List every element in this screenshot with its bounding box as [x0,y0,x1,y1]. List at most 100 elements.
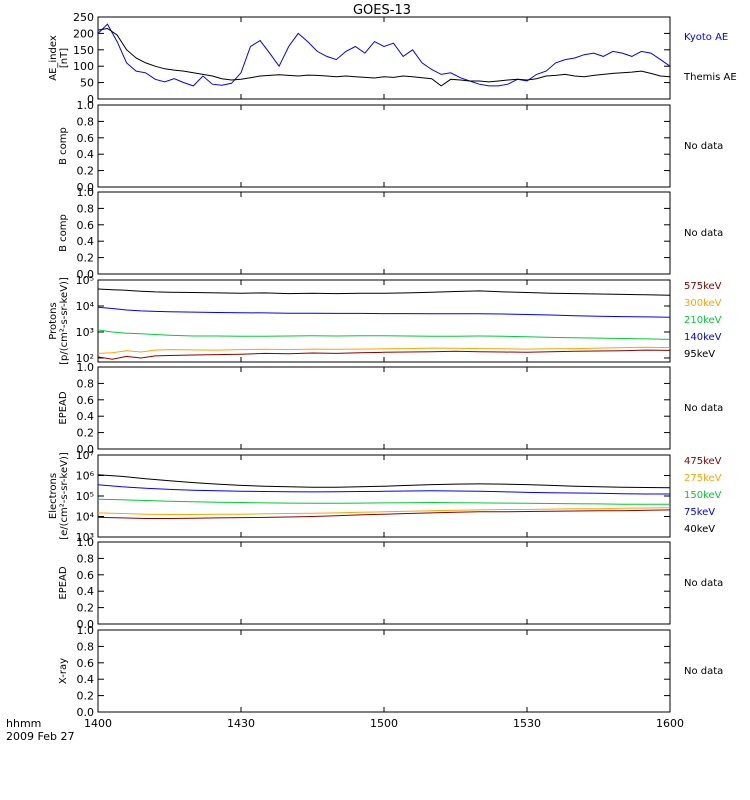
y-tick-label: 0.8 [77,115,95,128]
y-axis-label: Protons [48,302,59,339]
series-line-kyoto-ae [97,23,671,87]
legend-475kev: 475keV [684,456,722,467]
x-tick-label: 1600 [656,717,684,730]
y-tick-label: 0.0 [77,181,95,194]
y-tick-label: 0.2 [77,165,95,178]
y-tick-label: 150 [73,44,94,57]
legend-75kev: 75keV [684,507,715,518]
y-tick-label: 10⁷ [76,449,94,462]
y-tick-label: 0.2 [77,690,95,703]
y-tick-label: 200 [73,27,94,40]
y-tick-label: 1.0 [77,624,95,637]
series-line-300kev [97,346,671,354]
series-line-themis-ae [97,27,671,87]
y-tick-label: 0.6 [77,394,95,407]
y-tick-label: 0.2 [77,427,95,440]
panel-stack: 0 50 100 150 200 250 AE_index [nT] Kyoto AE Themi… [48,11,737,730]
y-axis-label: X-ray [58,658,69,684]
y-axis-label: EPEAD [58,566,69,600]
panel-2: 0.0 0.2 0.4 0.6 0.8 1.0 B comp No data [58,99,723,194]
x-tick-label: 1500 [370,717,398,730]
series-line-275kev [97,507,671,515]
panel-6: 10³ 10⁴ 10⁵ 10⁶ 10⁷ Electrons [e/(cm²-s-sr-keV… [48,449,722,544]
panel-frame [97,629,671,713]
series-line-575kev [97,349,671,360]
y-tick-label: 1.0 [77,361,95,374]
y-tick-label: 0.6 [77,569,95,582]
y-axis-label: AE_index [48,35,59,81]
y-tick-label: 0.4 [77,673,95,686]
y-tick-label: 0.0 [77,706,95,719]
y-tick-label: 0.6 [77,657,95,670]
y-tick-label: 50 [80,77,94,90]
x-tick-label: 1400 [84,717,112,730]
y-tick-label: 0.8 [77,377,95,390]
x-tick-label: 1430 [227,717,255,730]
panel-1: 0 50 100 150 200 250 AE_index [nT] Kyoto AE Themi… [48,11,737,106]
panel-5: 0.0 0.2 0.4 0.6 0.8 1.0 EPEAD No data [58,361,723,456]
y-tick-label: 0.2 [77,602,95,615]
legend-95kev: 95keV [684,349,715,360]
panel-frame [97,104,671,188]
panel-7: 0.0 0.2 0.4 0.6 0.8 1.0 EPEAD No data [58,536,723,631]
series-line-75kev [97,484,670,495]
y-axis-label: EPEAD [58,391,69,425]
y-tick-label: 0.0 [77,268,95,281]
y-tick-label: 1.0 [77,186,95,199]
y-tick-label: 0.8 [77,202,95,215]
series-line-95kev [97,288,671,296]
time-axis-label: hhmm [6,717,41,730]
y-tick-label: 0.4 [77,148,95,161]
y-axis-label: B comp [58,127,69,165]
legend-140kev: 140keV [684,332,722,343]
legend-themis-ae: Themis AE [683,72,737,83]
y-tick-label: 0.8 [77,640,95,653]
y-tick-label: 0.6 [77,132,95,145]
panel-frame [97,454,671,538]
y-tick-label: 0.2 [77,252,95,265]
y-tick-label: 10⁵ [76,274,94,287]
series-line-140kev [97,306,671,318]
y-tick-label: 1.0 [77,99,95,112]
y-tick-label: 10² [76,352,94,365]
series-line-475kev [97,509,671,519]
y-tick-label: 10³ [76,326,94,339]
no-data-note: No data [684,141,723,152]
y-tick-label: 10⁶ [76,470,95,483]
figure-title: GOES-13 [353,3,411,18]
y-tick-label: 10⁴ [76,511,95,524]
legend-150kev: 150keV [684,490,722,501]
no-data-note: No data [684,228,723,239]
legend-275kev: 275keV [684,473,722,484]
panel-4: 10² 10³ 10⁴ 10⁵ Protons [p/(cm²-s-sr-keV)] 575… [48,274,722,365]
y-axis-label: [nT] [59,48,70,68]
y-tick-label: 0.4 [77,410,95,423]
date-label: 2009 Feb 27 [6,730,74,743]
legend-210kev: 210keV [684,315,722,326]
y-axis-label: Electrons [48,473,59,519]
panel-frame [97,16,671,100]
no-data-note: No data [684,578,723,589]
panel-frame [97,366,671,450]
y-tick-label: 10⁴ [76,300,95,313]
panel-frame [97,191,671,275]
y-tick-label: 0.0 [77,443,95,456]
no-data-note: No data [684,666,723,677]
y-tick-label: 0.4 [77,235,95,248]
y-tick-label: 250 [73,11,94,24]
y-tick-label: 1.0 [77,536,95,549]
y-axis-label: [p/(cm²-s-sr-keV)] [59,277,70,365]
y-tick-label: 0.6 [77,219,95,232]
no-data-note: No data [684,403,723,414]
panel-8: 0.0 0.2 0.4 0.6 0.8 1.0 X-ray No data [58,624,723,719]
legend-575kev: 575keV [684,281,722,292]
y-tick-label: 100 [73,60,94,73]
y-tick-label: 0 [87,93,94,106]
x-tick-label: 1530 [513,717,541,730]
panel-3: 0.0 0.2 0.4 0.6 0.8 1.0 B comp No data [58,186,723,281]
legend-40kev: 40keV [684,524,715,535]
legend-300kev: 300keV [684,298,722,309]
y-tick-label: 0.4 [77,585,95,598]
y-tick-label: 0.0 [77,618,95,631]
